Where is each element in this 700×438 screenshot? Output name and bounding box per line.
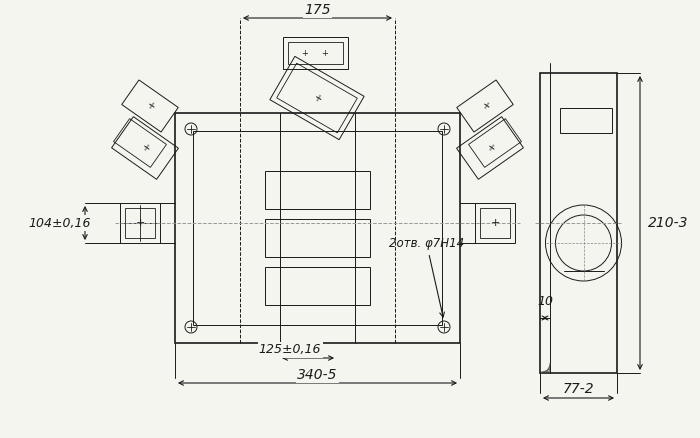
- Text: +: +: [321, 49, 328, 57]
- Text: +: +: [302, 49, 309, 57]
- Text: 10: 10: [537, 295, 553, 308]
- Text: 175: 175: [304, 3, 331, 17]
- Bar: [265, 267, 370, 305]
- Text: +: +: [479, 99, 491, 113]
- Text: 125±0,16: 125±0,16: [259, 343, 321, 357]
- Bar: [560, 108, 612, 133]
- Text: +: +: [139, 141, 151, 154]
- Text: +: +: [490, 218, 500, 228]
- Bar: [480, 208, 510, 238]
- Text: +: +: [311, 92, 323, 104]
- Text: +: +: [135, 218, 145, 228]
- Bar: [475, 203, 515, 243]
- Bar: [540, 73, 617, 373]
- Bar: [175, 113, 460, 343]
- Text: 340-5: 340-5: [298, 368, 337, 382]
- Text: +: +: [144, 99, 156, 113]
- Text: +: +: [484, 141, 496, 154]
- Text: 104±0,16: 104±0,16: [29, 216, 91, 230]
- Bar: [265, 219, 370, 257]
- Text: 2отв. φ7Н14: 2отв. φ7Н14: [389, 237, 464, 317]
- Bar: [125, 208, 155, 238]
- Bar: [120, 203, 160, 243]
- Bar: [193, 131, 442, 325]
- Text: 77-2: 77-2: [563, 382, 594, 396]
- Text: 210-3: 210-3: [648, 216, 688, 230]
- Bar: [265, 171, 370, 209]
